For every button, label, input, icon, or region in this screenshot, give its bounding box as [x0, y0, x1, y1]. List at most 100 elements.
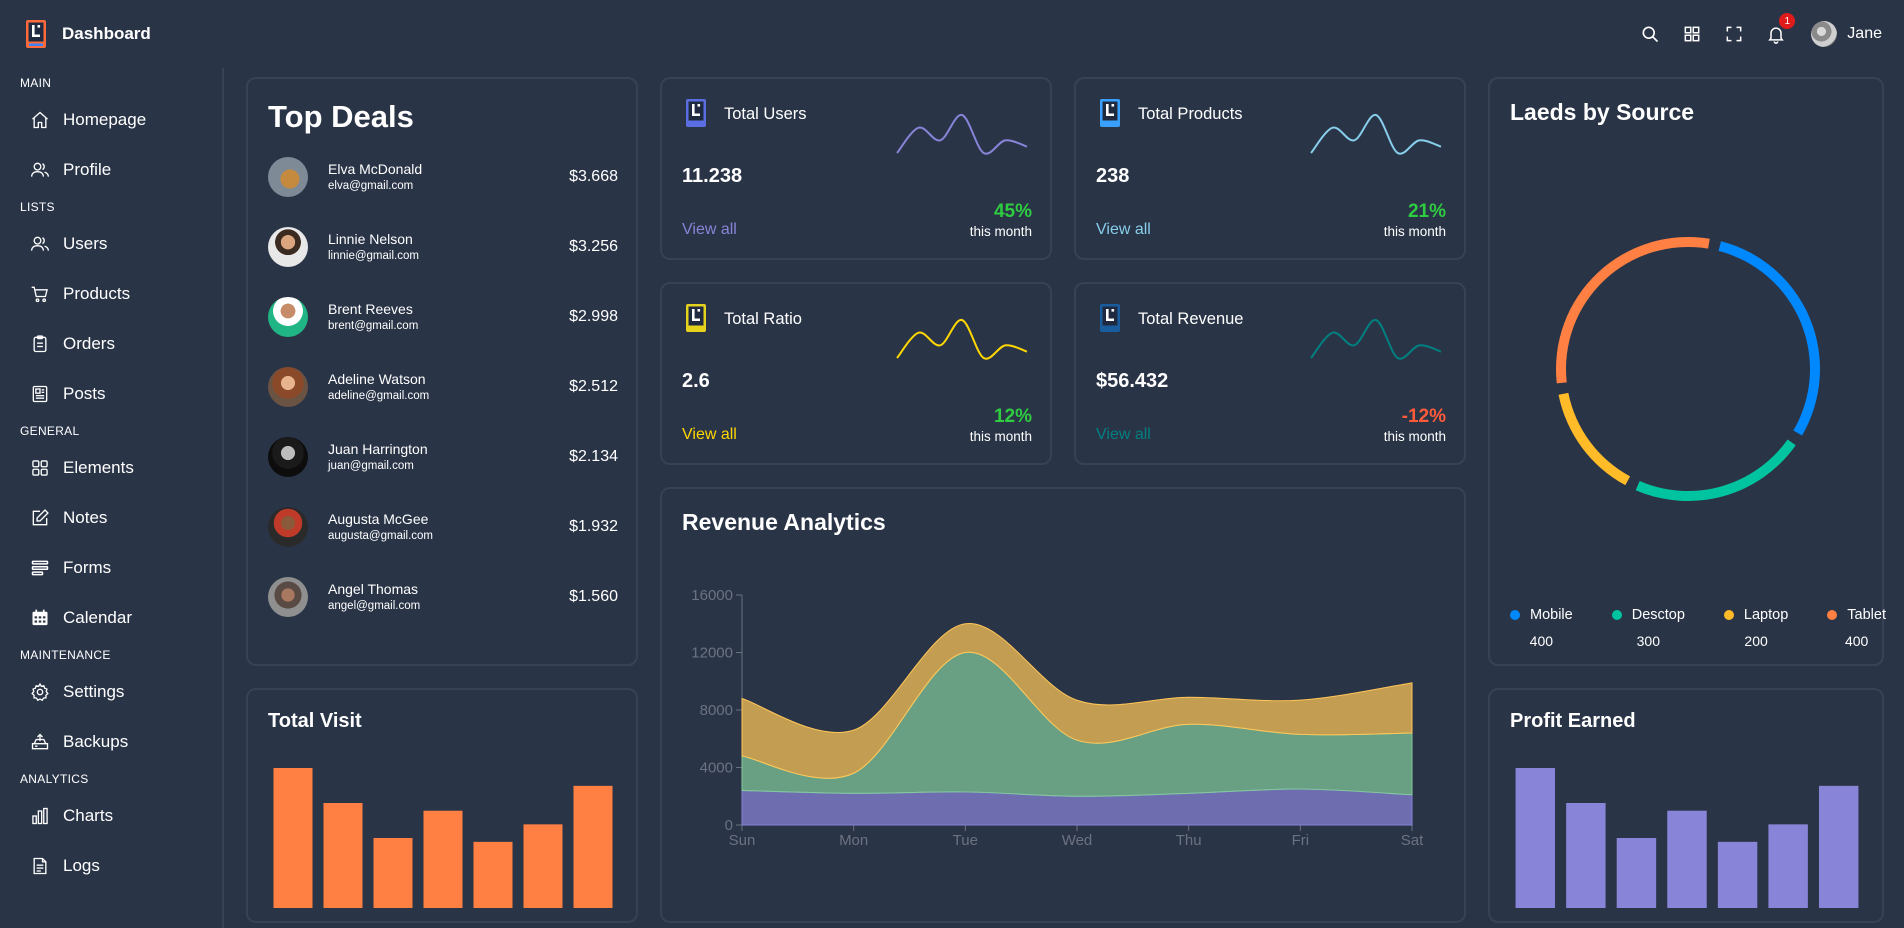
sidebar-item-elements[interactable]: Elements: [20, 448, 222, 488]
x-tick-label: Sat: [1401, 832, 1424, 849]
chart-icon: [32, 807, 48, 825]
y-tick-label: 12000: [691, 645, 733, 662]
cart-icon: [31, 286, 48, 303]
products-stat-icon: [1100, 99, 1120, 127]
sparkline-path: [896, 114, 1028, 155]
bar[interactable]: [1566, 803, 1606, 908]
deal-amount: $3.668: [569, 168, 618, 185]
sidebar-item-users[interactable]: Users: [20, 224, 222, 264]
fullscreen-icon[interactable]: [1723, 23, 1745, 45]
deal-avatar: [268, 507, 308, 547]
deal-row[interactable]: Augusta McGee augusta@gmail.com $1.932: [268, 505, 618, 549]
backup-icon: [31, 733, 49, 750]
legend-label: Laptop: [1743, 607, 1789, 623]
sidebar-item-notes[interactable]: Notes: [20, 498, 222, 538]
view-all-ratio-link[interactable]: View all: [682, 426, 737, 443]
y-tick-label: 16000: [691, 587, 733, 604]
legend-item-tablet: Tablet 400: [1827, 607, 1886, 649]
bar[interactable]: [1515, 768, 1556, 908]
sidebar-item-products[interactable]: Products: [20, 274, 222, 314]
bar[interactable]: [1667, 810, 1707, 908]
bar[interactable]: [1616, 838, 1657, 908]
sidebar-item-orders[interactable]: Orders: [20, 324, 222, 364]
x-tick-label: Wed: [1062, 832, 1093, 849]
deal-amount: $3.256: [569, 238, 618, 255]
search-icon[interactable]: [1639, 23, 1661, 45]
user-name: Jane: [1847, 25, 1882, 42]
revenue-area-chart: 0 4000 8000 12000 16000 Sun Mon Tue Wed Thu Fri Sat: [691, 587, 1424, 849]
sidebar-item-profile[interactable]: Profile: [20, 150, 222, 190]
profit-title: Profit Earned: [1510, 710, 1636, 732]
sidebar-item-forms[interactable]: Forms: [20, 548, 222, 588]
revenue-sparkline: [1310, 319, 1442, 360]
user-menu[interactable]: Jane: [1811, 21, 1882, 47]
leads-donut-chart: [1556, 236, 1820, 501]
app-title: Dashboard: [62, 24, 151, 43]
deal-row[interactable]: Angel Thomas angel@gmail.com $1.560: [268, 575, 618, 619]
stat-title: Total Revenue: [1138, 310, 1244, 328]
sidebar-item-logs[interactable]: Logs: [20, 846, 222, 886]
bar[interactable]: [1717, 841, 1758, 908]
bar[interactable]: [573, 785, 613, 908]
x-tick-label: Sun: [729, 832, 756, 849]
sidebar-item-charts[interactable]: Charts: [20, 796, 222, 836]
deal-row[interactable]: Elva McDonald elva@gmail.com $3.668: [268, 155, 618, 199]
bar[interactable]: [473, 841, 513, 908]
calendar-icon: [32, 609, 48, 626]
y-tick-label: 8000: [700, 702, 733, 719]
sidebar-item-backups[interactable]: Backups: [20, 722, 222, 762]
bar[interactable]: [273, 768, 313, 908]
deal-name: Elva McDonald: [328, 161, 423, 177]
deal-row[interactable]: Linnie Nelson linnie@gmail.com $3.256: [268, 225, 618, 269]
total-ratio-card: Total Ratio 2.6 View all 12% this month: [660, 282, 1052, 465]
deal-row[interactable]: Adeline Watson adeline@gmail.com $2.512: [268, 365, 618, 409]
revenue-analytics-card: Revenue Analytics 0 4000 8000 12000 16000 Sun…: [660, 487, 1466, 923]
notification-icon[interactable]: 1: [1765, 13, 1796, 45]
deal-avatar: [268, 227, 308, 267]
deal-email: brent@gmail.com: [328, 320, 419, 332]
sidebar-item-label: Orders: [63, 334, 115, 353]
grid-icon: [32, 460, 48, 476]
donut-slice-laptop[interactable]: [1558, 392, 1631, 486]
legend-item-desctop: Desctop 300: [1611, 607, 1685, 649]
stat-period: this month: [1383, 224, 1446, 239]
area-series-2[interactable]: [741, 623, 1413, 779]
apps-icon[interactable]: [1681, 23, 1703, 45]
x-tick-label: Fri: [1292, 832, 1310, 849]
donut-slice-mobile[interactable]: [1718, 241, 1820, 436]
sidebar-item-posts[interactable]: Posts: [20, 374, 222, 414]
bar[interactable]: [523, 824, 563, 908]
stat-percent: 21%: [1407, 201, 1446, 222]
sidebar-item-calendar[interactable]: Calendar: [20, 598, 222, 638]
sidebar-item-settings[interactable]: Settings: [20, 672, 222, 712]
view-all-revenue-link[interactable]: View all: [1096, 426, 1151, 443]
menu-section-analytics: ANALYTICS: [20, 772, 89, 786]
brand[interactable]: Dashboard: [26, 20, 151, 48]
view-all-users-link[interactable]: View all: [682, 221, 737, 238]
bar[interactable]: [323, 803, 363, 908]
deal-avatar: [268, 367, 308, 407]
bar[interactable]: [1818, 785, 1859, 908]
total-visit-bar-chart: [273, 768, 613, 908]
bar[interactable]: [423, 810, 463, 908]
total-visit-title: Total Visit: [268, 710, 362, 732]
profit-bar-chart: [1515, 768, 1859, 908]
y-tick-label: 0: [725, 817, 733, 834]
view-all-products-link[interactable]: View all: [1096, 221, 1151, 238]
sidebar-item-label: Homepage: [63, 110, 147, 129]
deal-avatar: [268, 437, 308, 477]
stat-title: Total Products: [1138, 105, 1243, 123]
donut-slice-desctop[interactable]: [1635, 439, 1796, 501]
donut-slice-tablet[interactable]: [1556, 236, 1710, 384]
menu-section-main: MAIN: [20, 76, 52, 90]
bar[interactable]: [373, 838, 413, 908]
total-users-card: Total Users 11.238 View all 45% this mon…: [660, 77, 1052, 260]
stat-period: this month: [1383, 429, 1446, 444]
clipboard-icon: [33, 335, 47, 353]
deal-email: elva@gmail.com: [328, 180, 414, 192]
deal-row[interactable]: Brent Reeves brent@gmail.com $2.998: [268, 295, 618, 339]
top-bar: Dashboard 1 Jane: [0, 0, 1904, 68]
bar[interactable]: [1768, 824, 1808, 908]
deal-row[interactable]: Juan Harrington juan@gmail.com $2.134: [268, 435, 618, 479]
sidebar-item-homepage[interactable]: Homepage: [20, 100, 222, 140]
